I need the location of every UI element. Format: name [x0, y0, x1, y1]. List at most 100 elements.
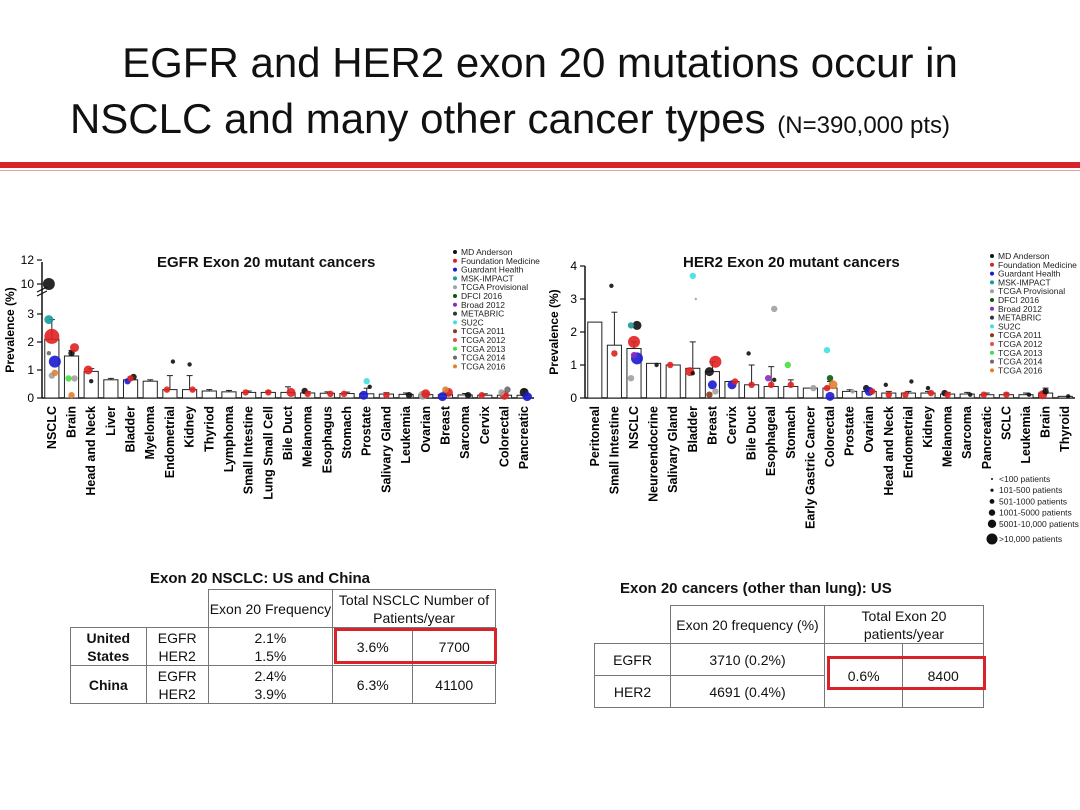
- bar: [201, 390, 217, 399]
- x-tick-label: Sarcoma: [458, 405, 472, 459]
- data-point: [771, 305, 778, 313]
- size-legend-marker: [989, 499, 995, 504]
- data-point: [286, 387, 296, 397]
- gene-egfr: EGFR: [157, 667, 197, 684]
- legend-label: TCGA 2016: [461, 361, 506, 371]
- data-point: [772, 377, 777, 383]
- legend-label: Guardant Health: [998, 269, 1061, 279]
- x-tick-label: Stomach: [340, 406, 354, 459]
- bar: [1057, 395, 1073, 399]
- data-point: [70, 343, 80, 353]
- x-tick-label: Ovarian: [862, 406, 876, 453]
- data-point: [927, 389, 935, 397]
- x-tick-label: Thyroid: [1058, 406, 1072, 452]
- empty-cell: [146, 589, 209, 628]
- x-tick-label: Head and Neck: [84, 406, 98, 496]
- size-legend-label: 5001-10,000 patients: [999, 519, 1079, 529]
- row-freq-egfr: 3710 (0.2%): [670, 643, 825, 676]
- size-legend-marker: [987, 519, 997, 528]
- data-point: [902, 391, 909, 398]
- x-tick-label: Small Intestine: [607, 406, 621, 494]
- size-legend-marker: [990, 488, 994, 492]
- row-gene-egfr: EGFR: [593, 643, 672, 676]
- legend-label: MSK-IMPACT: [461, 273, 514, 283]
- data-point: [850, 389, 855, 394]
- data-point: [44, 315, 54, 325]
- us-highlight-box: [334, 628, 497, 664]
- x-tick-label: NSCLC: [45, 406, 59, 449]
- title-divider: [0, 162, 1080, 168]
- legend-marker: [990, 359, 994, 364]
- data-point: [627, 375, 635, 382]
- data-point: [163, 386, 171, 393]
- legend-marker: [990, 324, 994, 329]
- data-point: [944, 391, 951, 398]
- row-country-china: China: [70, 665, 147, 704]
- bar: [44, 338, 60, 399]
- x-tick-label: Melanoma: [301, 405, 315, 467]
- bar: [103, 379, 119, 399]
- x-tick-label: Early Gastric Cancer: [803, 406, 817, 529]
- nsclc-us-china-table: Exon 20 Frequency Total NSCLC Number of …: [70, 589, 496, 704]
- gene-her2: HER2: [158, 647, 196, 664]
- x-tick-label: Pancreatic: [980, 406, 994, 469]
- data-point: [1026, 392, 1032, 397]
- bar: [221, 391, 237, 399]
- y-tick-label: 3: [27, 307, 34, 321]
- legend-label: MD Anderson: [998, 251, 1050, 261]
- legend-label: SU2C: [998, 321, 1021, 331]
- data-point: [48, 355, 61, 368]
- data-point: [609, 283, 614, 288]
- legend-marker: [453, 355, 457, 360]
- data-point: [359, 390, 369, 400]
- data-point: [442, 386, 449, 393]
- x-tick-label: Salivary Gland: [666, 406, 680, 493]
- x-tick-label: Esophagus: [320, 406, 334, 473]
- legend-label: Broad 2012: [998, 304, 1042, 314]
- legend-marker: [990, 262, 994, 267]
- data-point: [746, 351, 751, 356]
- legend-label: TCGA Provisional: [461, 282, 528, 292]
- x-tick-label: Bile Duct: [745, 405, 759, 460]
- col-header-total: Total NSCLC Number of Patients/year: [332, 589, 496, 628]
- data-point: [89, 379, 94, 384]
- data-point: [810, 384, 817, 392]
- data-point: [748, 381, 755, 388]
- data-point: [704, 367, 714, 377]
- col-header-freq: Exon 20 frequency (%): [670, 605, 825, 644]
- data-point: [1003, 391, 1010, 398]
- data-point: [83, 365, 93, 375]
- row-country-us: United States: [70, 627, 147, 666]
- x-tick-label: Esophageal: [764, 406, 778, 476]
- legend-marker: [990, 315, 994, 320]
- legend-marker: [453, 267, 457, 272]
- data-point: [68, 392, 75, 399]
- col-header-total-b: Number of Patients/year: [373, 591, 490, 626]
- her2-chart-title: HER2 Exon 20 mutant cancers: [683, 254, 900, 271]
- y-tick-label: 12: [21, 253, 35, 267]
- legend-marker: [990, 298, 994, 302]
- data-point: [65, 375, 72, 382]
- legend-marker: [990, 368, 994, 373]
- slide-title-note: (N=390,000 pts): [777, 112, 951, 139]
- data-point: [405, 392, 413, 399]
- data-point: [709, 355, 722, 368]
- legend-marker: [453, 311, 457, 316]
- size-legend-marker: [988, 509, 996, 516]
- freq-egfr-china: 2.4%: [254, 667, 287, 684]
- data-point: [189, 386, 196, 393]
- total-patients: 8400: [902, 643, 984, 708]
- legend-label: TCGA 2014: [998, 357, 1043, 367]
- legend-label: Guardant Health: [461, 265, 524, 275]
- data-point: [632, 320, 642, 330]
- legend-label: TCGA 2013: [998, 348, 1043, 358]
- legend-marker: [990, 289, 994, 294]
- y-axis-label: Prevalence (%): [547, 289, 561, 374]
- legend-label: TCGA 2014: [461, 353, 506, 363]
- x-tick-label: Cervix: [478, 406, 492, 444]
- y-tick-label: 2: [570, 325, 577, 339]
- data-point: [828, 380, 838, 390]
- title-divider-shadow: [0, 170, 1080, 171]
- legend-marker: [990, 280, 994, 285]
- col-header-total: Total Exon 20 patients/year: [823, 605, 985, 644]
